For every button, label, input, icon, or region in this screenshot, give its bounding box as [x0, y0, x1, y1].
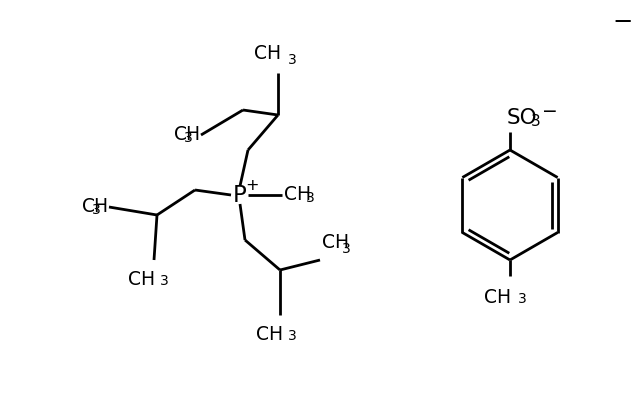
Text: +: + — [245, 178, 259, 192]
Text: P: P — [233, 184, 247, 207]
Text: 3: 3 — [342, 242, 351, 256]
Text: CH: CH — [322, 233, 349, 252]
Text: SO: SO — [507, 108, 538, 128]
Text: 3: 3 — [288, 53, 297, 67]
Text: CH: CH — [255, 44, 282, 63]
Text: 3: 3 — [184, 131, 193, 145]
Text: 3: 3 — [92, 203, 101, 217]
Text: C: C — [174, 124, 187, 144]
Text: C: C — [82, 197, 95, 215]
Text: CH: CH — [129, 270, 156, 289]
Text: 3: 3 — [288, 329, 297, 343]
Text: CH: CH — [257, 325, 284, 344]
Text: CH: CH — [484, 288, 511, 307]
Text: −: − — [542, 102, 557, 121]
Text: 3: 3 — [518, 292, 527, 306]
Text: −: − — [613, 10, 633, 34]
Text: H: H — [93, 197, 107, 215]
Text: 3: 3 — [160, 274, 169, 288]
Text: 3: 3 — [306, 191, 315, 205]
Text: 3: 3 — [531, 115, 541, 129]
Text: H: H — [185, 124, 199, 144]
Text: CH: CH — [284, 184, 311, 204]
